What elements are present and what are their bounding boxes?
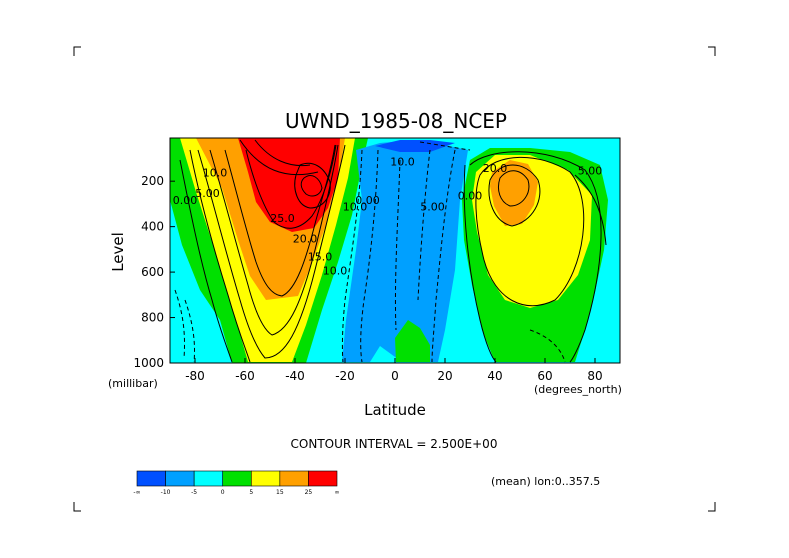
x-tick-label: -40 xyxy=(285,369,305,383)
x-axis-label: Latitude xyxy=(364,401,426,419)
colorbar-label: 0 xyxy=(221,489,225,496)
contour-lines xyxy=(179,139,607,363)
x-axis-units: (degrees_north) xyxy=(534,383,622,396)
contour-label: 20.0 xyxy=(293,233,318,246)
colorbar-swatch xyxy=(165,470,195,487)
band-blue-tropics xyxy=(342,140,468,362)
x-tick-label: 0 xyxy=(391,369,399,383)
x-tick-label: -20 xyxy=(335,369,355,383)
chart-title: UWND_1985-08_NCEP xyxy=(285,109,507,133)
band-darkblue-top xyxy=(375,140,455,152)
colorbar: -∞ -10 -5 0 5 15 25 ∞ xyxy=(133,470,340,496)
y-axis: 200 400 600 800 1000 xyxy=(133,174,175,370)
x-tick-label: 60 xyxy=(537,369,552,383)
contour-label: 5.00 xyxy=(578,164,603,177)
contour-label: 0.00 xyxy=(458,189,483,202)
colorbar-label: ∞ xyxy=(335,489,340,496)
colorbar-swatch xyxy=(193,470,224,487)
colorbar-label: -10 xyxy=(161,489,171,496)
colorbar-label: 25 xyxy=(305,489,313,496)
contour-label: 0.00 xyxy=(173,194,198,207)
contour-label: 10.0 xyxy=(203,167,228,180)
band-red-south xyxy=(238,138,340,232)
x-tick-label: 80 xyxy=(587,369,602,383)
x-tick-label: 40 xyxy=(487,369,502,383)
colorbar-label: 15 xyxy=(276,489,284,496)
contour-label-layer: 0.005.0010.025.020.015.010.010.00.0010.0… xyxy=(173,155,603,277)
contour-label: 10.0 xyxy=(390,155,415,168)
colorbar-swatch xyxy=(308,470,338,487)
negative-contours xyxy=(174,141,566,363)
colorbar-label: -5 xyxy=(191,489,197,496)
x-tick-label: -80 xyxy=(185,369,205,383)
x-tick-label: 20 xyxy=(437,369,452,383)
colorbar-swatch xyxy=(279,470,309,487)
contour-label: 15.0 xyxy=(308,251,333,264)
contour-label: 20.0 xyxy=(483,162,508,175)
colorbar-label: 5 xyxy=(249,489,253,496)
contour-label: 5.00 xyxy=(420,201,445,214)
y-tick-label: 600 xyxy=(141,265,164,279)
x-tick-label: -60 xyxy=(235,369,255,383)
y-axis-label: Level xyxy=(109,232,127,272)
colorbar-swatch xyxy=(136,470,166,487)
y-tick-label: 200 xyxy=(141,174,164,188)
x-axis: -80 -60 -40 -20 0 20 40 60 80 xyxy=(185,358,603,383)
colorbar-swatch xyxy=(250,470,281,487)
y-tick-label: 1000 xyxy=(133,356,164,370)
band-orange-north xyxy=(490,160,538,226)
corner-marks xyxy=(73,46,716,512)
colorbar-label: -∞ xyxy=(133,489,140,496)
y-tick-label: 400 xyxy=(141,220,164,234)
y-tick-label: 800 xyxy=(141,311,164,325)
contour-label: 10.0 xyxy=(323,264,348,277)
band-green-tropics xyxy=(395,320,430,362)
mean-longitude-note: (mean) lon:0..357.5 xyxy=(491,475,600,488)
contour-label: 0.00 xyxy=(355,194,380,207)
contour-label: 5.00 xyxy=(195,187,220,200)
contour-label: 10.0 xyxy=(343,201,368,214)
y-axis-units: (millibar) xyxy=(108,377,158,390)
contour-interval-note: CONTOUR INTERVAL = 2.500E+00 xyxy=(291,437,498,451)
contour-label: 25.0 xyxy=(270,212,295,225)
colorbar-swatch xyxy=(222,470,252,487)
contour-fills xyxy=(170,138,620,363)
